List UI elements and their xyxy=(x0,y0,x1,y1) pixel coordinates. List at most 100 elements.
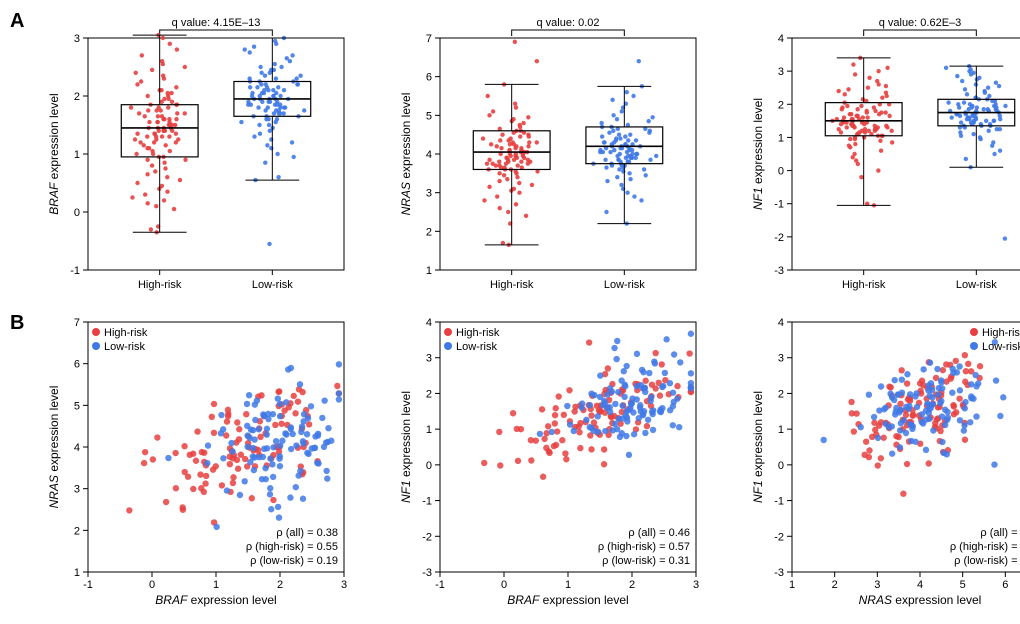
svg-text:ρ (low-risk) = 0.27: ρ (low-risk) = 0.27 xyxy=(954,555,1020,567)
svg-text:NF1 expression level: NF1 expression level xyxy=(751,391,765,503)
svg-text:1: 1 xyxy=(778,424,784,436)
svg-text:-1: -1 xyxy=(83,579,93,591)
svg-text:4: 4 xyxy=(426,317,432,329)
svg-text:3: 3 xyxy=(426,353,432,365)
svg-text:High-risk: High-risk xyxy=(982,327,1020,339)
svg-text:BRAF expression level: BRAF expression level xyxy=(155,593,276,607)
svg-text:3: 3 xyxy=(426,188,432,200)
boxplot-nras: 1 2 3 4 5 6 7 High-risk Low-risk NRAS expression … xyxy=(394,10,704,302)
svg-text:-1: -1 xyxy=(435,579,445,591)
svg-text:1: 1 xyxy=(565,579,571,591)
svg-text:-1: -1 xyxy=(774,199,784,211)
panel-label-a: A xyxy=(10,10,24,33)
svg-text:-2: -2 xyxy=(422,531,432,543)
svg-text:1: 1 xyxy=(74,149,80,161)
svg-text:Low-risk: Low-risk xyxy=(956,279,997,291)
svg-text:ρ (low-risk) = 0.31: ρ (low-risk) = 0.31 xyxy=(602,555,690,567)
svg-text:3: 3 xyxy=(74,484,80,496)
svg-text:2: 2 xyxy=(778,388,784,400)
svg-text:Low-risk: Low-risk xyxy=(982,341,1020,353)
svg-text:4: 4 xyxy=(74,442,80,454)
svg-text:NRAS expression level: NRAS expression level xyxy=(47,386,61,509)
svg-text:2: 2 xyxy=(778,99,784,111)
svg-text:-3: -3 xyxy=(774,265,784,277)
scatter-nras-nf1: -3-2-1012341234567NRAS expression levelN… xyxy=(746,312,1020,614)
svg-text:4: 4 xyxy=(778,33,784,45)
svg-text:1: 1 xyxy=(426,424,432,436)
panel-label-b: B xyxy=(10,312,24,335)
row-b: B 1234567-10123BRAF expression levelNRAS… xyxy=(10,312,1010,614)
boxplot-nf1: -3 -2 -1 0 1 2 3 4 High-risk Low-risk NF1 expressi… xyxy=(746,10,1020,302)
svg-text:q value: 0.02: q value: 0.02 xyxy=(537,17,600,29)
svg-text:BRAF expression level: BRAF expression level xyxy=(47,93,61,214)
svg-text:High-risk: High-risk xyxy=(138,279,182,291)
svg-text:ρ (high-risk) = 0.57: ρ (high-risk) = 0.57 xyxy=(598,541,690,553)
svg-text:2: 2 xyxy=(74,91,80,103)
svg-text:Low-risk: Low-risk xyxy=(456,341,497,353)
svg-text:3: 3 xyxy=(778,66,784,78)
svg-text:6: 6 xyxy=(74,359,80,371)
svg-text:ρ (all) = 0.46: ρ (all) = 0.46 xyxy=(628,527,690,539)
svg-text:High-risk: High-risk xyxy=(490,279,534,291)
svg-text:6: 6 xyxy=(1002,579,1008,591)
svg-text:2: 2 xyxy=(426,388,432,400)
svg-text:-3: -3 xyxy=(774,567,784,579)
svg-text:6: 6 xyxy=(426,72,432,84)
svg-text:ρ (all) = 0.38: ρ (all) = 0.38 xyxy=(276,527,338,539)
svg-text:7: 7 xyxy=(426,33,432,45)
svg-text:Low-risk: Low-risk xyxy=(604,279,645,291)
svg-text:NF1 expression level: NF1 expression level xyxy=(751,98,765,210)
svg-text:2: 2 xyxy=(832,579,838,591)
svg-text:q value: 0.62E–3: q value: 0.62E–3 xyxy=(879,17,962,29)
svg-text:2: 2 xyxy=(74,525,80,537)
svg-text:q value: 4.15E–13: q value: 4.15E–13 xyxy=(172,17,261,29)
svg-text:ρ (all) = 0.38: ρ (all) = 0.38 xyxy=(980,527,1020,539)
svg-text:BRAF expression level: BRAF expression level xyxy=(507,593,628,607)
svg-text:3: 3 xyxy=(874,579,880,591)
figure: A -1 0 1 2 3 High-risk Low-risk BRAF expression… xyxy=(10,10,1010,614)
boxplot-braf: -1 0 1 2 3 High-risk Low-risk BRAF expression l… xyxy=(42,10,352,302)
row-a: A -1 0 1 2 3 High-risk Low-risk BRAF expression… xyxy=(10,10,1010,302)
svg-text:3: 3 xyxy=(74,33,80,45)
svg-text:High-risk: High-risk xyxy=(456,327,500,339)
svg-text:5: 5 xyxy=(74,400,80,412)
svg-text:-1: -1 xyxy=(422,496,432,508)
svg-text:-1: -1 xyxy=(774,496,784,508)
svg-text:1: 1 xyxy=(789,579,795,591)
svg-text:3: 3 xyxy=(693,579,699,591)
svg-text:4: 4 xyxy=(426,149,432,161)
svg-text:Low-risk: Low-risk xyxy=(252,279,293,291)
svg-text:0: 0 xyxy=(778,166,784,178)
svg-text:5: 5 xyxy=(960,579,966,591)
svg-text:4: 4 xyxy=(778,317,784,329)
svg-text:2: 2 xyxy=(277,579,283,591)
svg-text:3: 3 xyxy=(341,579,347,591)
svg-text:4: 4 xyxy=(917,579,923,591)
svg-text:High-risk: High-risk xyxy=(104,327,148,339)
svg-text:ρ (high-risk) = 0.48: ρ (high-risk) = 0.48 xyxy=(950,541,1020,553)
svg-text:ρ (high-risk) = 0.55: ρ (high-risk) = 0.55 xyxy=(246,541,338,553)
scatter-braf-nras: 1234567-10123BRAF expression levelNRAS e… xyxy=(42,312,352,614)
svg-text:-3: -3 xyxy=(422,567,432,579)
svg-text:ρ (low-risk) = 0.19: ρ (low-risk) = 0.19 xyxy=(250,555,338,567)
svg-text:1: 1 xyxy=(778,132,784,144)
svg-text:High-risk: High-risk xyxy=(842,279,886,291)
svg-text:-1: -1 xyxy=(70,265,80,277)
scatter-braf-nf1: -3 -2 -1 0 1 2 3 4 -1 0 1 2 3 BRAF expression level NF… xyxy=(394,312,704,614)
svg-text:0: 0 xyxy=(778,460,784,472)
svg-text:Low-risk: Low-risk xyxy=(104,341,145,353)
svg-text:0: 0 xyxy=(149,579,155,591)
svg-text:-2: -2 xyxy=(774,232,784,244)
svg-text:2: 2 xyxy=(629,579,635,591)
svg-text:2: 2 xyxy=(426,226,432,238)
svg-text:NRAS expression level: NRAS expression level xyxy=(399,93,413,216)
svg-text:-2: -2 xyxy=(774,531,784,543)
svg-text:1: 1 xyxy=(74,567,80,579)
svg-text:0: 0 xyxy=(426,460,432,472)
svg-text:5: 5 xyxy=(426,110,432,122)
svg-text:0: 0 xyxy=(74,207,80,219)
svg-text:3: 3 xyxy=(778,353,784,365)
svg-text:NF1 expression level: NF1 expression level xyxy=(399,391,413,503)
svg-text:0: 0 xyxy=(501,579,507,591)
svg-text:1: 1 xyxy=(426,265,432,277)
